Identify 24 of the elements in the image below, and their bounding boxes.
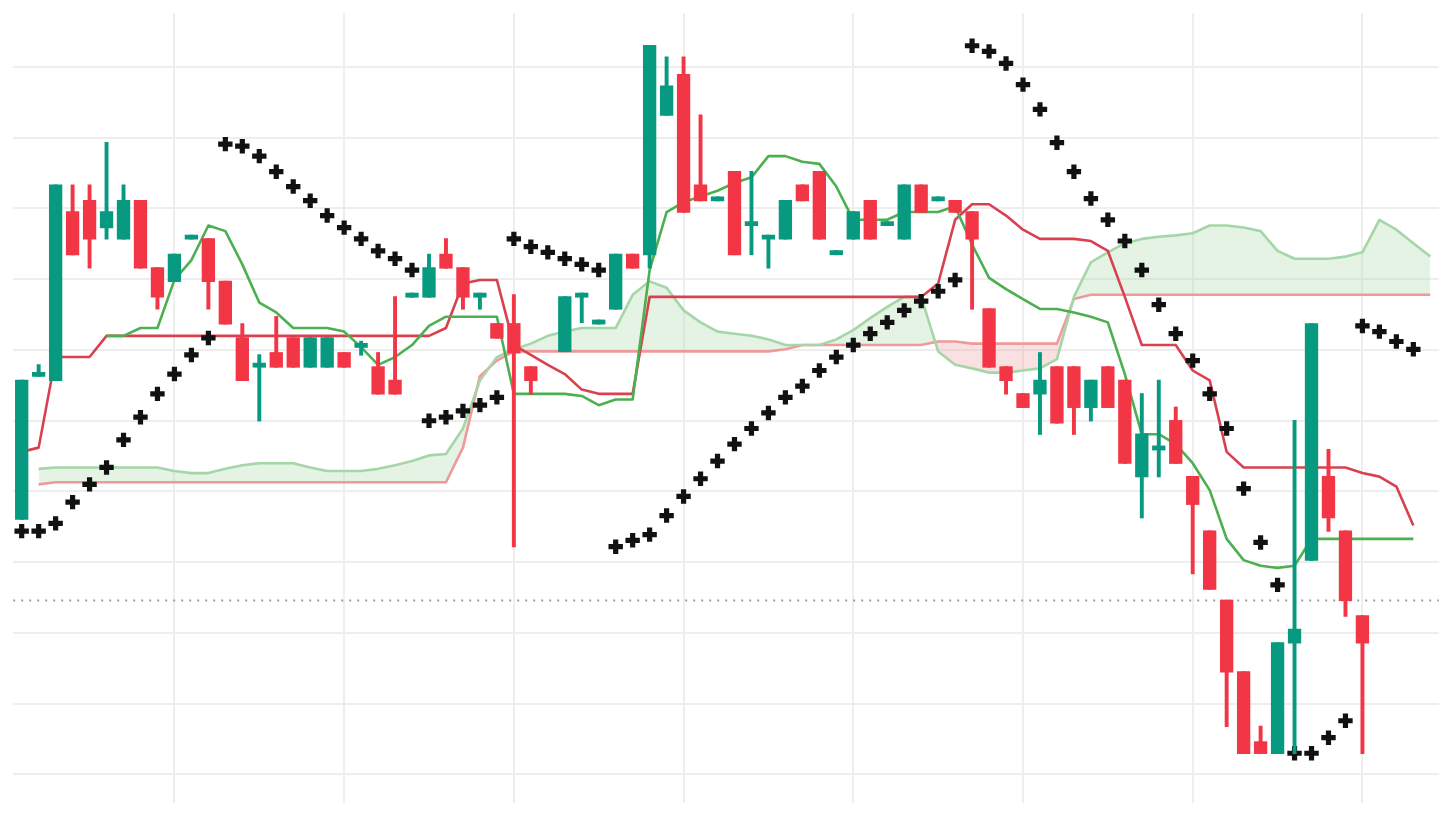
candlestick	[1016, 393, 1030, 408]
candlestick	[286, 337, 300, 368]
candlestick	[829, 250, 843, 256]
candlestick	[897, 184, 911, 240]
candlestick	[184, 234, 199, 240]
candlestick	[1236, 671, 1251, 754]
candlestick	[931, 196, 945, 202]
candlestick	[863, 200, 877, 240]
candlestick	[337, 352, 351, 368]
candlestick	[626, 253, 640, 269]
candlestick	[218, 280, 232, 325]
candlestick	[846, 211, 860, 240]
candlestick	[558, 296, 572, 353]
candlestick	[320, 337, 334, 368]
candlestick	[1203, 530, 1217, 590]
candlestick	[914, 184, 928, 213]
candlestick	[48, 184, 63, 382]
candlestick	[778, 200, 793, 240]
candlestick	[880, 221, 894, 227]
candlestick	[795, 184, 810, 202]
candlestick	[1270, 642, 1285, 754]
candlestick	[303, 337, 317, 368]
candlestick	[167, 253, 182, 283]
candlestick	[609, 253, 623, 310]
